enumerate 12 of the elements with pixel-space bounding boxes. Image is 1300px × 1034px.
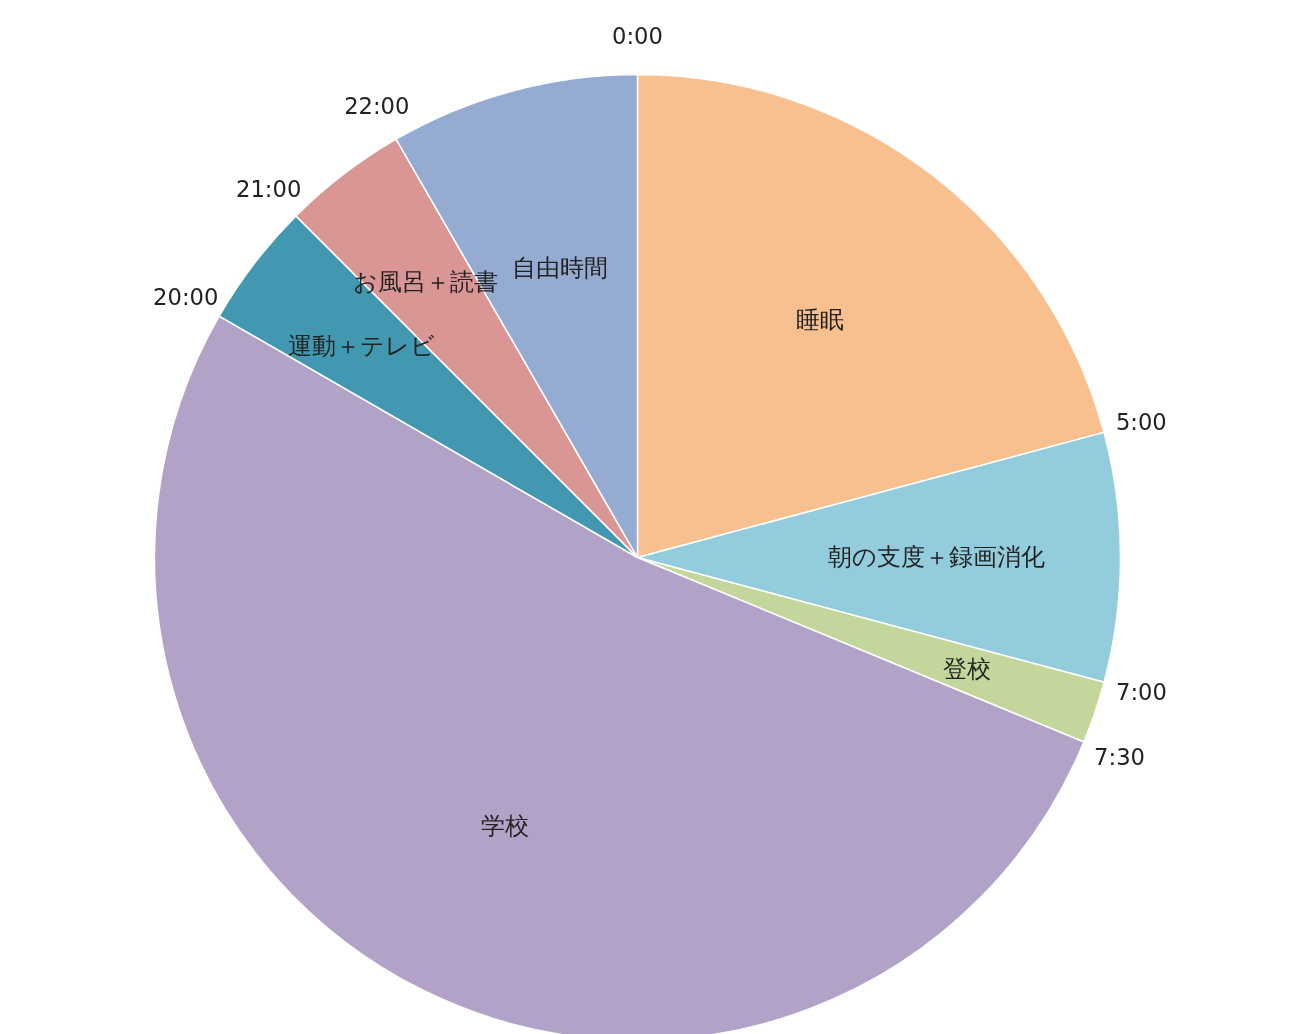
slice-label: 自由時間 (512, 254, 609, 283)
text: 5:00 (1115, 409, 1167, 436)
text: 7:30 (1094, 743, 1146, 770)
text: 0:00 (612, 22, 663, 49)
slice-label: 朝の支度＋録画消化 (828, 543, 1046, 572)
text: 20:00 (153, 283, 219, 310)
slice-label: 学校 (481, 812, 530, 841)
text: 22:00 (344, 92, 410, 119)
slice-label: 睡眠 (795, 305, 844, 334)
slice-label: 登校 (942, 655, 991, 684)
text: 21:00 (236, 175, 302, 202)
text: 7:00 (1115, 679, 1167, 706)
